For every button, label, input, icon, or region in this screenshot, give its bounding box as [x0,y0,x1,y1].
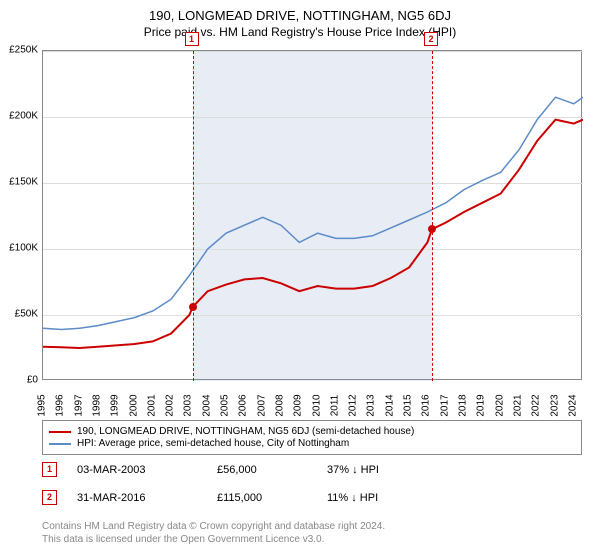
x-axis-label: 2013 [366,394,377,416]
page-title: 190, LONGMEAD DRIVE, NOTTINGHAM, NG5 6DJ [0,0,600,23]
x-axis-label: 2005 [220,394,231,416]
sale-delta: 11% ↓ HPI [327,492,378,504]
x-axis-label: 2022 [531,394,542,416]
sale-marker-badge: 1 [185,32,199,46]
series-hpi [43,97,583,329]
sale-vline [432,51,433,381]
legend-swatch [49,443,71,445]
x-axis-label: 2021 [512,394,523,416]
legend-label: HPI: Average price, semi-detached house,… [77,438,349,449]
x-axis-label: 2024 [567,394,578,416]
sale-price: £56,000 [217,464,327,476]
x-axis-label: 2003 [183,394,194,416]
x-axis-label: 2018 [458,394,469,416]
sale-marker-badge: 2 [42,490,57,505]
sale-row: 2 31-MAR-2016 £115,000 11% ↓ HPI [42,490,582,505]
x-axis-label: 1996 [55,394,66,416]
sale-marker-dot [428,225,436,233]
footer-line: This data is licensed under the Open Gov… [42,533,385,546]
x-axis-label: 2000 [128,394,139,416]
legend-swatch [49,431,71,433]
sale-marker-badge: 2 [424,32,438,46]
footer: Contains HM Land Registry data © Crown c… [42,520,385,546]
x-axis-label: 1998 [91,394,102,416]
page-subtitle: Price paid vs. HM Land Registry's House … [0,23,600,45]
x-axis-label: 2011 [329,395,340,417]
x-axis-label: 2004 [201,394,212,416]
y-axis-label: £100K [9,243,38,254]
sale-marker-dot [189,303,197,311]
sale-delta: 37% ↓ HPI [327,464,379,476]
x-axis-label: 2001 [146,394,157,416]
x-axis-label: 2019 [476,394,487,416]
x-axis-label: 2009 [293,394,304,416]
sale-marker-badge: 1 [42,462,57,477]
y-axis-label: £200K [9,111,38,122]
sale-date: 03-MAR-2003 [77,464,217,476]
x-axis-label: 2007 [256,394,267,416]
sale-row: 1 03-MAR-2003 £56,000 37% ↓ HPI [42,462,582,477]
sale-vline [193,51,194,381]
series-property [43,120,583,348]
y-axis-label: £50K [15,309,38,320]
chart: £0£50K£100K£150K£200K£250K 1995199619971… [42,50,582,380]
x-axis-label: 2017 [439,394,450,416]
legend-item: HPI: Average price, semi-detached house,… [49,438,575,449]
x-axis-label: 2015 [403,394,414,416]
legend-label: 190, LONGMEAD DRIVE, NOTTINGHAM, NG5 6DJ… [77,426,414,437]
x-axis-label: 2006 [238,394,249,416]
y-axis-label: £250K [9,45,38,56]
x-axis-label: 2023 [549,394,560,416]
x-axis-label: 1997 [73,394,84,416]
x-axis-label: 2010 [311,394,322,416]
x-axis-label: 2016 [421,394,432,416]
footer-line: Contains HM Land Registry data © Crown c… [42,520,385,533]
x-axis-label: 2020 [494,394,505,416]
line-series [43,51,583,381]
x-axis-label: 1995 [37,394,48,416]
legend: 190, LONGMEAD DRIVE, NOTTINGHAM, NG5 6DJ… [42,420,582,455]
x-axis-label: 2008 [274,394,285,416]
x-axis-label: 2012 [348,394,359,416]
y-axis-label: £150K [9,177,38,188]
x-axis-label: 2002 [165,394,176,416]
x-axis-label: 2014 [384,394,395,416]
sale-date: 31-MAR-2016 [77,492,217,504]
legend-item: 190, LONGMEAD DRIVE, NOTTINGHAM, NG5 6DJ… [49,426,575,437]
y-axis-label: £0 [27,375,38,386]
plot-area [42,50,582,380]
x-axis-label: 1999 [110,394,121,416]
sale-price: £115,000 [217,492,327,504]
